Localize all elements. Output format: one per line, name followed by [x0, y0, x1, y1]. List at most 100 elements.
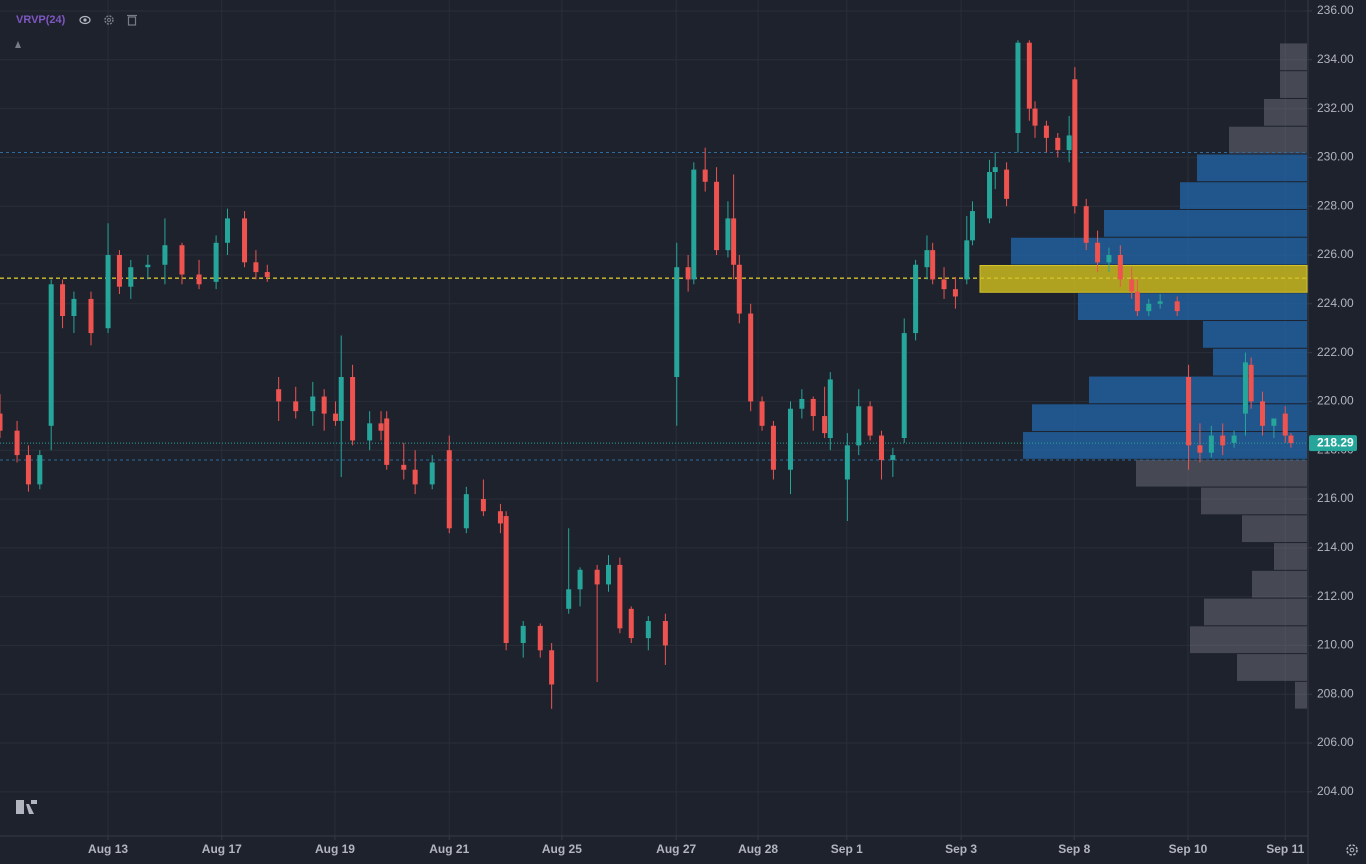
profile-row: [1264, 98, 1307, 126]
candle-body: [759, 401, 765, 426]
x-tick-label: Aug 21: [429, 842, 469, 856]
profile-row: [1032, 404, 1307, 432]
collapse-toggle[interactable]: [15, 41, 21, 48]
candle-body: [60, 284, 66, 317]
candle-body: [1129, 279, 1135, 292]
delete-icon[interactable]: [127, 14, 137, 26]
candle-body: [128, 267, 134, 287]
candle-body: [1282, 413, 1288, 436]
candle-body: [384, 418, 390, 465]
candle-body: [1106, 254, 1112, 263]
candle-body: [1083, 206, 1089, 243]
profile-row: [1104, 209, 1307, 237]
candle-body: [844, 445, 850, 480]
candle-body: [606, 564, 612, 585]
candle-body: [1208, 435, 1214, 453]
candle-body: [577, 569, 583, 590]
candle-body: [1146, 303, 1152, 312]
candle-body: [1157, 301, 1163, 304]
profile-row: [1280, 71, 1307, 98]
candle-body: [566, 589, 572, 609]
candle-body: [952, 289, 958, 297]
candle-body: [1026, 42, 1032, 109]
candle-body: [594, 569, 600, 585]
candle-body: [913, 264, 919, 334]
y-tick-label: 220.00: [1317, 394, 1354, 408]
candle-body: [867, 406, 873, 436]
candle-body: [1288, 435, 1294, 444]
profile-row: [1280, 43, 1307, 71]
candle-body: [503, 516, 509, 643]
eye-icon[interactable]: [79, 15, 91, 25]
candle-body: [714, 181, 720, 251]
x-tick-label: Aug 25: [542, 842, 582, 856]
candle-body: [941, 279, 947, 290]
candle-body: [702, 169, 708, 182]
y-tick-label: 234.00: [1317, 52, 1354, 66]
profile-row: [1089, 376, 1307, 404]
candle-body: [731, 218, 737, 265]
x-tick-label: Aug 28: [738, 842, 778, 856]
candle-body: [1043, 125, 1049, 138]
candle-body: [930, 250, 936, 280]
indicator-label[interactable]: VRVP(24): [16, 14, 66, 26]
x-tick-label: Sep 1: [831, 842, 863, 856]
candle-body: [1220, 435, 1226, 446]
candle-body: [987, 172, 993, 219]
candle-body: [822, 416, 828, 434]
candle-body: [736, 264, 742, 314]
y-tick-label: 230.00: [1317, 150, 1354, 164]
y-tick-label: 216.00: [1317, 491, 1354, 505]
candle-body: [878, 435, 884, 460]
candle-body: [429, 462, 435, 485]
x-tick-label: Sep 3: [945, 842, 977, 856]
profile-row: [1204, 598, 1307, 626]
candle-body: [1004, 169, 1010, 199]
x-tick-label: Aug 27: [656, 842, 696, 856]
candle-body: [645, 621, 651, 639]
candle-body: [770, 425, 776, 470]
candle-body: [924, 250, 930, 268]
candle-body: [856, 406, 862, 446]
profile-row: [1201, 487, 1307, 515]
candle-body: [0, 413, 3, 431]
y-tick-label: 204.00: [1317, 784, 1354, 798]
candle-body: [691, 169, 697, 280]
candle-body: [520, 625, 526, 643]
candle-body: [1248, 364, 1254, 402]
candle-body: [224, 218, 230, 243]
candle-body: [105, 254, 111, 329]
logo[interactable]: [16, 800, 37, 814]
candle-body: [617, 564, 623, 629]
y-tick-label: 214.00: [1317, 540, 1354, 554]
candle-body: [748, 313, 754, 402]
chart-settings-button[interactable]: [1346, 844, 1358, 856]
profile-row: [1180, 182, 1307, 209]
candle-body: [116, 254, 122, 287]
volume-profile: [979, 43, 1308, 709]
candle-body: [1197, 445, 1203, 453]
candle-body: [145, 264, 151, 268]
candle-body: [276, 389, 282, 402]
y-tick-label: 208.00: [1317, 686, 1354, 700]
profile-row: [1011, 237, 1307, 265]
candle-body: [350, 377, 356, 441]
candle-body: [964, 240, 970, 280]
candle-body: [1055, 137, 1061, 151]
candle-body: [179, 245, 185, 275]
settings-icon[interactable]: [104, 15, 114, 25]
candle-body: [213, 242, 219, 282]
candle-body: [890, 455, 896, 460]
candle-body: [333, 413, 339, 421]
profile-row: [1229, 126, 1307, 154]
y-tick-label: 222.00: [1317, 345, 1354, 359]
profile-row: [1252, 570, 1307, 598]
candle-body: [253, 262, 259, 273]
profile-row: [1197, 154, 1307, 182]
last-price-tag: [1309, 435, 1357, 452]
x-tick-label: Aug 17: [202, 842, 242, 856]
candle-body: [549, 650, 555, 685]
candle-body: [992, 167, 998, 173]
